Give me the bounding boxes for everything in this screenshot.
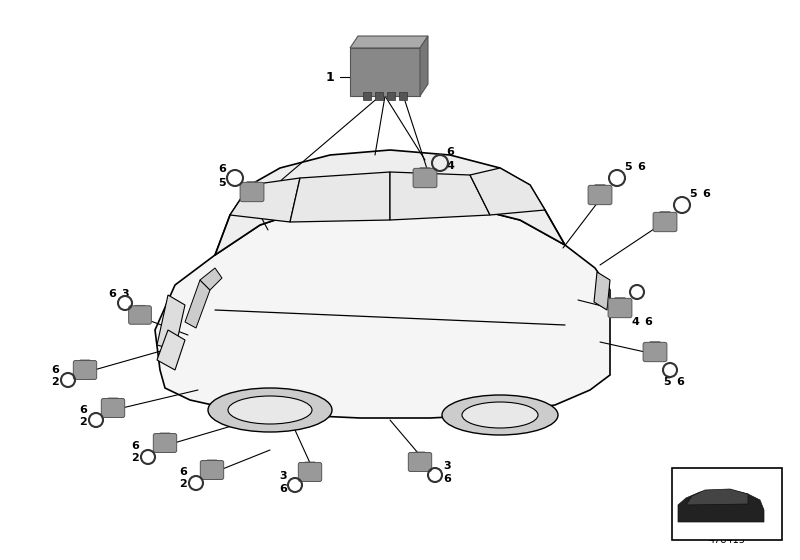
Text: 6: 6 <box>443 474 451 484</box>
Text: 6: 6 <box>179 467 187 477</box>
Text: 3: 3 <box>121 289 129 299</box>
Ellipse shape <box>208 388 332 432</box>
Polygon shape <box>686 489 748 505</box>
Text: 5: 5 <box>624 162 632 172</box>
Bar <box>399 92 407 100</box>
Text: 6: 6 <box>637 162 645 172</box>
Text: 2: 2 <box>79 417 87 427</box>
Text: 6: 6 <box>131 441 139 451</box>
FancyBboxPatch shape <box>650 342 661 351</box>
FancyBboxPatch shape <box>102 399 125 417</box>
Text: 6: 6 <box>51 365 59 375</box>
FancyBboxPatch shape <box>246 182 258 191</box>
FancyBboxPatch shape <box>408 452 432 472</box>
Polygon shape <box>157 330 185 370</box>
Text: 6: 6 <box>279 484 287 494</box>
FancyBboxPatch shape <box>305 462 315 471</box>
FancyBboxPatch shape <box>74 361 97 380</box>
Text: 3: 3 <box>443 461 451 471</box>
Text: 4: 4 <box>631 317 639 327</box>
Polygon shape <box>390 172 490 220</box>
Polygon shape <box>290 172 390 222</box>
Polygon shape <box>594 272 610 310</box>
Text: 6: 6 <box>644 317 652 327</box>
Polygon shape <box>157 295 185 350</box>
Polygon shape <box>230 178 300 222</box>
FancyBboxPatch shape <box>129 306 151 324</box>
Text: 5: 5 <box>689 189 697 199</box>
Text: 6: 6 <box>108 289 116 299</box>
Text: 3: 3 <box>279 471 287 481</box>
Polygon shape <box>420 36 428 96</box>
Polygon shape <box>155 200 610 418</box>
FancyBboxPatch shape <box>653 212 677 232</box>
Text: 2: 2 <box>51 377 59 387</box>
FancyBboxPatch shape <box>419 168 430 177</box>
Text: 4: 4 <box>446 161 454 171</box>
Text: 6: 6 <box>702 189 710 199</box>
Text: 5: 5 <box>663 377 671 387</box>
FancyBboxPatch shape <box>134 305 146 314</box>
FancyBboxPatch shape <box>206 460 218 469</box>
Polygon shape <box>678 490 764 522</box>
Text: 2: 2 <box>179 479 187 489</box>
Text: 2: 2 <box>131 453 139 463</box>
Text: 6: 6 <box>218 164 226 174</box>
FancyBboxPatch shape <box>614 298 626 307</box>
Text: 5: 5 <box>218 178 226 188</box>
FancyBboxPatch shape <box>588 185 612 204</box>
FancyBboxPatch shape <box>414 452 426 461</box>
FancyBboxPatch shape <box>298 463 322 482</box>
Polygon shape <box>200 268 222 290</box>
Polygon shape <box>350 48 420 96</box>
Bar <box>672 468 782 540</box>
Polygon shape <box>470 168 545 215</box>
FancyBboxPatch shape <box>413 169 437 188</box>
Polygon shape <box>215 150 565 255</box>
Ellipse shape <box>462 402 538 428</box>
Text: 1: 1 <box>326 71 334 83</box>
Bar <box>387 92 395 100</box>
Text: 6: 6 <box>446 147 454 157</box>
Text: 478415: 478415 <box>709 535 746 545</box>
FancyBboxPatch shape <box>160 433 170 442</box>
Polygon shape <box>350 36 428 48</box>
FancyBboxPatch shape <box>108 398 118 407</box>
FancyBboxPatch shape <box>80 360 90 369</box>
FancyBboxPatch shape <box>659 212 670 221</box>
FancyBboxPatch shape <box>594 185 606 194</box>
Ellipse shape <box>442 395 558 435</box>
Polygon shape <box>185 280 210 328</box>
FancyBboxPatch shape <box>154 433 177 452</box>
Text: 6: 6 <box>79 405 87 415</box>
FancyBboxPatch shape <box>200 460 224 479</box>
Bar <box>375 92 383 100</box>
FancyBboxPatch shape <box>643 342 667 362</box>
FancyBboxPatch shape <box>608 298 632 318</box>
Bar <box>363 92 371 100</box>
Ellipse shape <box>228 396 312 424</box>
Text: 6: 6 <box>676 377 684 387</box>
FancyBboxPatch shape <box>240 183 264 202</box>
